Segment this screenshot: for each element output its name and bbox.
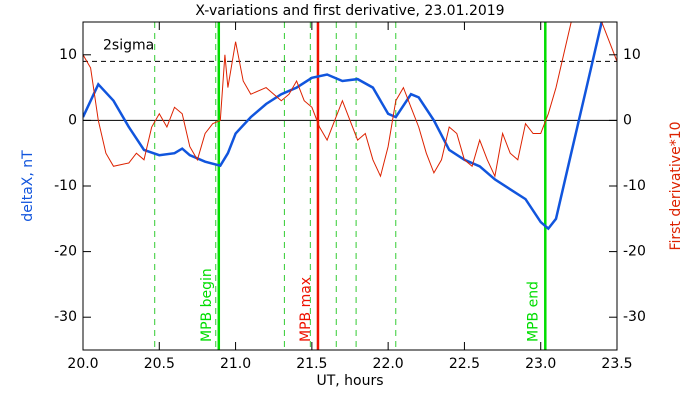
y-tick-label: 0 [68, 112, 77, 128]
threshold-label: 2sigma [103, 37, 154, 53]
x-tick-label: 23.5 [601, 356, 632, 372]
x-tick-label: 23.0 [525, 356, 556, 372]
event-label: MPB begin [199, 268, 215, 342]
series-line [83, 22, 617, 178]
plot-area [83, 22, 617, 350]
x-tick-label: 21.5 [296, 356, 327, 372]
x-axis-label: UT, hours [316, 373, 383, 389]
y-tick-label: -30 [54, 309, 77, 325]
event-label: MPB end [525, 281, 541, 342]
y2-tick-label: -20 [623, 244, 646, 260]
y2-tick-label: -10 [623, 178, 646, 194]
series-line [83, 22, 603, 231]
y2-tick-label: 0 [623, 112, 632, 128]
y2-axis-label: First derivative*10 [668, 121, 684, 250]
x-tick-label: 22.5 [449, 356, 480, 372]
chart-title: X-variations and first derivative, 23.01… [195, 3, 504, 19]
x-tick-label: 20.5 [144, 356, 175, 372]
x-tick-label: 20.0 [67, 356, 98, 372]
y-tick-label: -20 [54, 244, 77, 260]
y-axis-label: deltaX, nT [20, 150, 36, 222]
y2-tick-label: 10 [623, 47, 641, 63]
y2-tick-label: -30 [623, 309, 646, 325]
y-tick-label: -10 [54, 178, 77, 194]
x-tick-label: 21.0 [220, 356, 251, 372]
y-tick-label: 10 [59, 47, 77, 63]
event-label: MPB max [298, 277, 314, 342]
x-tick-label: 22.0 [373, 356, 404, 372]
